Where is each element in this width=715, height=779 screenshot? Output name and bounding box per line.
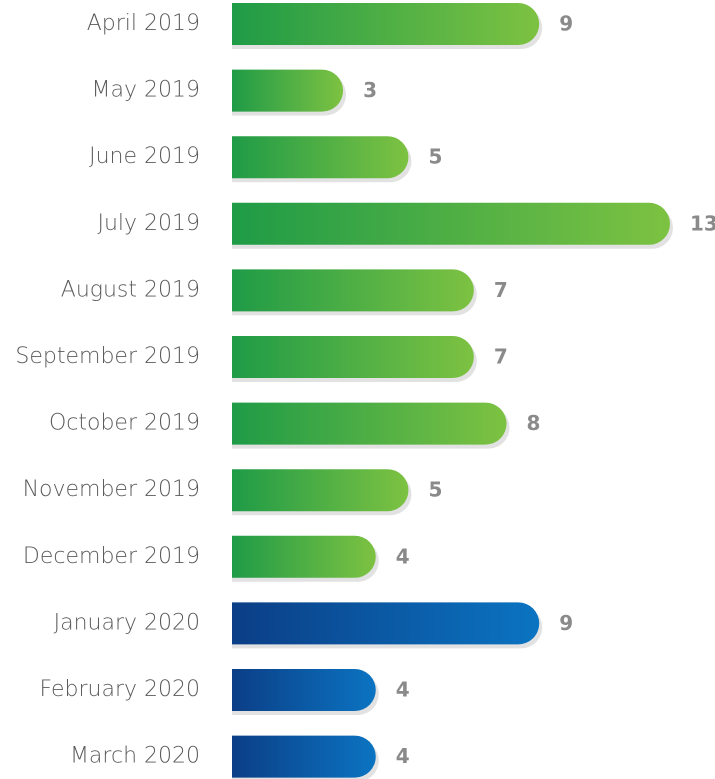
category-label: February 2020 (40, 677, 200, 702)
bar (232, 535, 376, 578)
value-label: 7 (494, 278, 508, 302)
category-label: April 2019 (87, 11, 200, 36)
category-label: July 2019 (97, 211, 200, 236)
category-label: January 2020 (54, 610, 200, 635)
bar (232, 136, 409, 179)
bar (232, 269, 474, 312)
value-label: 4 (396, 744, 410, 768)
value-label: 9 (559, 12, 573, 36)
bar (232, 402, 507, 445)
bar (232, 469, 409, 512)
bar (232, 69, 344, 112)
value-label: 9 (559, 611, 573, 635)
value-label: 4 (396, 544, 410, 568)
category-label: August 2019 (61, 277, 200, 302)
category-label: September 2019 (15, 344, 200, 369)
value-label: 5 (428, 478, 442, 502)
bar (232, 336, 474, 378)
bar (232, 602, 540, 645)
value-label: 5 (428, 145, 442, 169)
value-label: 4 (396, 678, 410, 702)
bar (232, 669, 376, 711)
category-label: December 2019 (23, 544, 200, 569)
category-label: March 2020 (70, 744, 200, 769)
bar (232, 202, 670, 245)
value-label: 3 (363, 78, 377, 102)
value-label: 8 (527, 411, 541, 435)
category-label: June 2019 (89, 144, 200, 169)
value-label: 7 (494, 345, 508, 369)
bar (232, 735, 376, 778)
category-label: October 2019 (49, 411, 200, 436)
category-label: November 2019 (23, 477, 200, 502)
bar (232, 3, 540, 45)
category-label: May 2019 (92, 78, 200, 103)
value-label: 13 (690, 211, 715, 235)
